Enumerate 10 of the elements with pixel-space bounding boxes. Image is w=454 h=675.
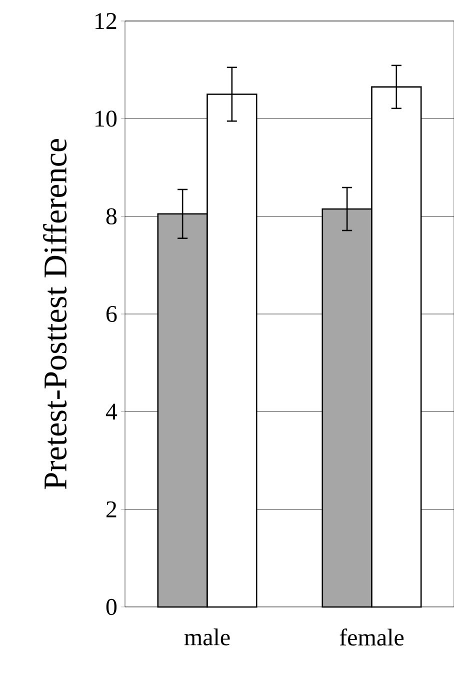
x-tick-label: female [340,628,404,646]
y-tick-label: 12 [96,13,116,29]
y-tick-label: 6 [106,306,117,322]
y-tick-label: 4 [106,404,118,420]
y-axis-title: Pretest-Posttest Difference [43,139,67,490]
y-tick-label: 0 [106,598,117,616]
y-tick-label: 8 [106,208,117,224]
y-tick-label: 10 [96,110,117,127]
x-tick-label: male [184,628,230,646]
y-tick-label: 2 [106,501,116,518]
